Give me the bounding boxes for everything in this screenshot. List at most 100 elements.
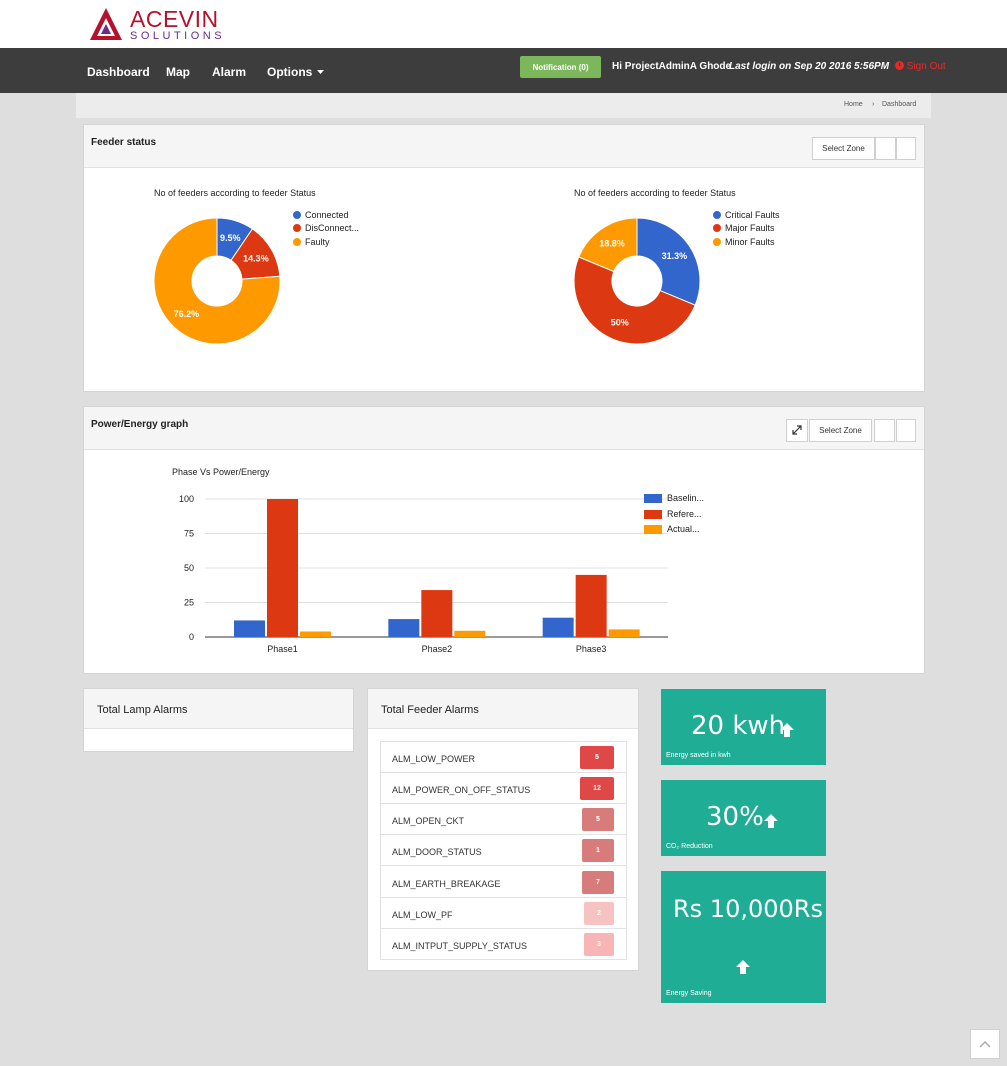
legend-swatch [713,238,721,246]
legend-label: DisConnect... [305,223,360,233]
legend-swatch [644,509,662,519]
y-tick-label: 50 [184,563,194,573]
slice-value-label: 18.8% [599,239,625,249]
panel-tool-button[interactable] [874,419,895,442]
bar[interactable] [608,629,640,637]
alarm-count-badge: 7 [582,871,614,894]
bar[interactable] [300,631,331,637]
legend-label: Actual... [667,524,700,534]
alarm-row[interactable]: ALM_EARTH_BREAKAGE 7 [380,867,627,898]
alarm-count-badge: 3 [584,933,614,956]
bar-chart-title: Phase Vs Power/Energy [172,467,270,477]
slice-value-label: 9.5% [220,233,241,243]
alarm-label: ALM_LOW_PF [392,910,453,920]
energy-saving-tile: Rs 10,000Rs Energy Saving [661,871,826,1003]
alarm-label: ALM_POWER_ON_OFF_STATUS [392,785,531,795]
pie2-title: No of feeders according to feeder Status [574,188,736,198]
tile-label: CO₂ Reduction [666,843,713,850]
donut-slice[interactable] [578,217,638,273]
fault-type-donut: 31.3% 50% 18.8% [573,217,701,345]
expand-icon [792,424,802,435]
alarm-row[interactable]: ALM_OPEN_CKT 5 [380,804,627,835]
select-zone-button[interactable]: Select Zone [812,137,875,160]
panel-header: Feeder status Select Zone [84,125,924,168]
bar[interactable] [388,619,420,637]
bar[interactable] [421,590,453,637]
main-navbar: Dashboard Map Alarm Options Notification… [0,48,1007,93]
donut-slice[interactable] [636,217,701,306]
bar[interactable] [454,630,486,637]
x-tick-label: Phase1 [267,644,298,654]
donut-slice[interactable] [153,217,281,345]
nav-map[interactable]: Map [166,65,190,79]
tile-value: Rs 10,000Rs [673,895,823,923]
pie1-title: No of feeders according to feeder Status [154,188,316,198]
panel-tool-button[interactable] [896,137,916,160]
alarm-row[interactable]: ALM_LOW_POWER 5 [380,742,627,773]
legend-swatch [644,493,662,503]
legend-label: Connected [305,210,349,220]
legend-swatch [644,524,662,534]
panel-tool-button[interactable] [875,137,896,160]
alarm-row[interactable]: ALM_DOOR_STATUS 1 [380,835,627,866]
bar[interactable] [234,620,265,637]
expand-button[interactable] [786,419,808,442]
acevin-logo[interactable]: ACEVIN SOLUTIONS [88,4,228,44]
bar-legend-reference: Refere... [644,509,702,519]
chevron-right-icon: › [872,101,875,108]
power-icon [895,61,904,70]
scroll-top-button[interactable] [970,1029,1000,1059]
panel-title: Power/Energy graph [91,419,189,430]
tile-label: Energy saved in kwh [666,752,731,759]
alarm-label: ALM_INTPUT_SUPPLY_STATUS [392,941,528,951]
pie2-legend-minor: Minor Faults [713,237,775,247]
bar[interactable] [267,499,298,637]
donut-slice[interactable] [573,256,696,345]
legend-swatch [713,224,721,232]
legend-label: Refere... [667,509,702,519]
power-energy-panel: Power/Energy graph Select Zone Phase Vs … [83,406,925,674]
panel-header: Total Lamp Alarms [84,689,353,729]
breadcrumb: Home › Dashboard [76,93,931,118]
legend-label: Minor Faults [725,237,775,247]
alarm-count-badge: 1 [582,839,614,862]
alarm-list [380,741,627,960]
panel-header: Total Feeder Alarms [368,689,638,729]
logo-triangle-icon [90,8,122,40]
alarm-label: ALM_DOOR_STATUS [392,847,482,857]
alarm-row[interactable]: ALM_LOW_PF 2 [380,898,627,929]
breadcrumb-home[interactable]: Home [844,101,863,108]
legend-label: Faulty [305,237,330,247]
select-zone-button[interactable]: Select Zone [809,419,872,442]
chevron-up-icon [979,1040,991,1048]
slice-value-label: 14.3% [243,253,269,263]
bar-legend-baseline: Baselin... [644,493,704,503]
sign-out-link[interactable]: Sign Out [895,61,946,72]
panel-title: Total Lamp Alarms [97,704,188,716]
nav-dashboard[interactable]: Dashboard [87,65,150,79]
bar[interactable] [542,617,574,637]
legend-swatch [713,211,721,219]
y-tick-label: 0 [189,632,194,642]
bar[interactable] [575,574,607,637]
pie1-legend-faulty: Faulty [293,237,330,247]
alarm-row[interactable]: ALM_INTPUT_SUPPLY_STATUS 3 [380,929,627,960]
arrow-up-icon [764,814,778,828]
alarm-count-badge: 5 [582,808,614,831]
pie2-legend-critical: Critical Faults [713,210,780,220]
panel-tool-button[interactable] [896,419,916,442]
legend-swatch [293,238,301,246]
y-tick-label: 25 [184,598,194,608]
legend-label: Baselin... [667,493,705,503]
brand-bar: ACEVIN SOLUTIONS [0,0,1007,48]
breadcrumb-dashboard: Dashboard [882,101,917,108]
notification-button[interactable]: Notification (0) [520,56,601,78]
nav-options[interactable]: Options [267,65,324,79]
feeder-alarms-panel: Total Feeder Alarms ALM_LOW_POWER 5 ALM_P… [367,688,639,971]
panel-title: Feeder status [91,137,157,148]
pie2-legend-major: Major Faults [713,223,775,233]
alarm-row[interactable]: ALM_POWER_ON_OFF_STATUS 12 [380,773,627,804]
tile-label: Energy Saving [666,990,712,997]
nav-alarm[interactable]: Alarm [212,65,247,79]
sign-out-label: Sign Out [906,61,946,72]
